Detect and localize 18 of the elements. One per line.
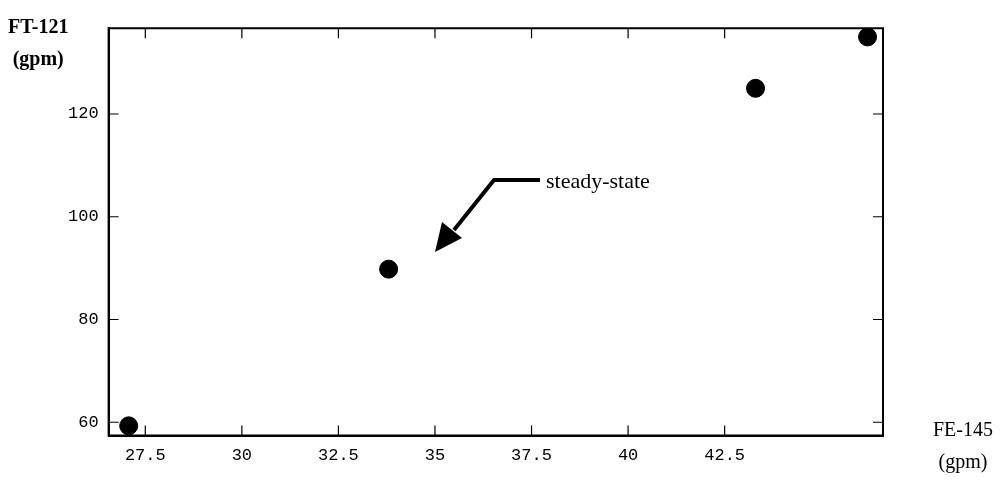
x-tick-label: 37.5 — [511, 446, 552, 466]
x-tick-label: 32.5 — [318, 446, 359, 466]
x-tick-label: 40 — [617, 446, 639, 466]
point — [119, 416, 139, 436]
x-tick-label: 27.5 — [124, 446, 166, 466]
x-axis-title: FE-145 (gpm) — [933, 417, 993, 475]
x-tick-label: 42.5 — [704, 446, 746, 466]
y-tick-label: 60 — [78, 412, 99, 432]
x-tick-label: 35 — [424, 446, 446, 466]
x-tick-label: 30 — [231, 446, 253, 466]
point — [858, 28, 878, 47]
y-tick-label: 120 — [68, 104, 99, 124]
y-axis-title: FT-121 (gpm) — [8, 14, 69, 72]
point — [379, 259, 399, 279]
y-tick-label: 80 — [78, 309, 99, 329]
y-tick-label: 100 — [68, 207, 99, 227]
point — [746, 78, 766, 98]
annotation: steady-state — [546, 168, 650, 194]
